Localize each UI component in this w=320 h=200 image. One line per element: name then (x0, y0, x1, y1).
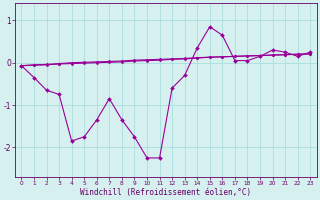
X-axis label: Windchill (Refroidissement éolien,°C): Windchill (Refroidissement éolien,°C) (80, 188, 252, 197)
